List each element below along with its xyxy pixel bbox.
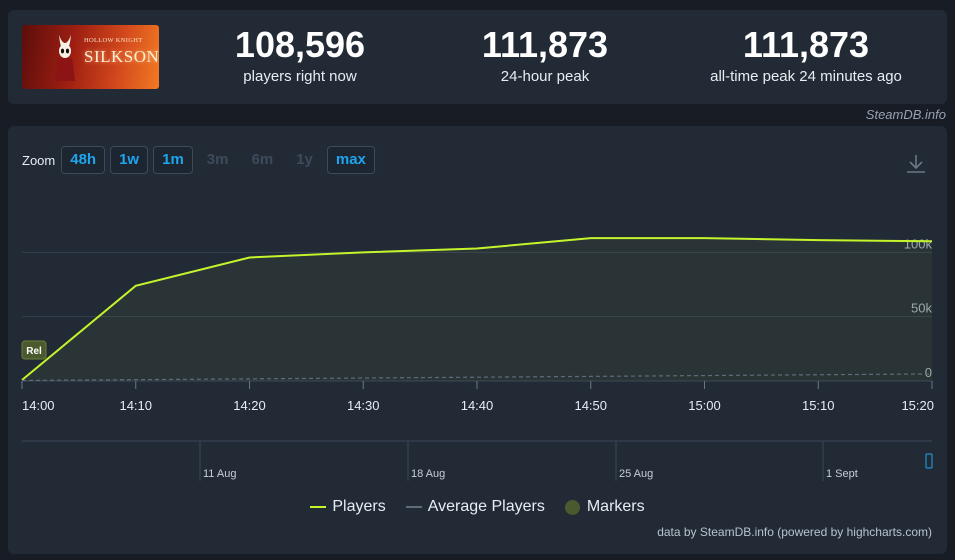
stat-all-time-peak: 111,873 all-time peak 24 minutes ago [686, 24, 926, 86]
chart-panel: 0 50k 100k 14:00 14:10 14:20 14:30 14:40 14:50 15… [8, 126, 947, 554]
stat-24h-peak: 111,873 24-hour peak [435, 24, 655, 86]
x-tick-label: 14:00 [22, 398, 55, 413]
markers-dot-swatch [564, 499, 580, 515]
x-tick-label: 14:40 [461, 398, 494, 413]
stat-current-players: 108,596 players right now [190, 24, 410, 86]
stat-label: 24-hour peak [500, 68, 590, 85]
stat-value: 108,596 [234, 24, 366, 65]
legend-players[interactable]: Players [310, 498, 386, 516]
average-line-swatch [405, 506, 422, 508]
x-tick-label: 15:10 [802, 398, 835, 413]
game-logo[interactable]: HOLLOW KNIGHT SILKSONG [22, 25, 159, 89]
y-tick-label: 50k [911, 301, 932, 316]
zoom-max-button[interactable]: max [326, 146, 375, 174]
zoom-3m-button: 3m [206, 151, 229, 168]
zoom-1y-button: 1y [296, 151, 313, 168]
x-tick-label: 14:20 [233, 398, 266, 413]
navigator-handle[interactable] [925, 453, 933, 469]
zoom-label: Zoom [22, 152, 56, 168]
legend-label: Markers [586, 498, 645, 515]
navigator-date-label: 18 Aug [411, 468, 445, 480]
zoom-6m-button: 6m [251, 151, 274, 168]
zoom-1w-button[interactable]: 1w [110, 146, 149, 174]
navigator-date-label: 25 Aug [619, 468, 653, 480]
legend-label: Players [332, 498, 386, 515]
y-tick-label: 0 [925, 365, 932, 380]
logo-title: SILKSONG [84, 47, 159, 66]
release-marker [21, 340, 47, 360]
download-icon[interactable] [904, 152, 928, 176]
x-tick-label: 14:30 [347, 398, 380, 413]
release-marker-label: Rel [26, 346, 42, 357]
zoom-48h-button[interactable]: 48h [61, 146, 106, 174]
legend-label: Average Players [427, 498, 545, 515]
legend-markers[interactable]: Markers [564, 498, 645, 516]
average-series-line [21, 373, 933, 382]
x-tick-label: 14:10 [119, 398, 152, 413]
legend-average-players[interactable]: Average Players [405, 498, 545, 516]
x-tick-label: 15:00 [688, 398, 721, 413]
hornet-figure-icon [55, 35, 75, 81]
stats-bar: HOLLOW KNIGHT SILKSONG 108,596 players r… [8, 10, 947, 104]
highcharts-credit-link[interactable]: data by SteamDB.info (powered by highcha… [657, 525, 932, 539]
zoom-controls: Zoom 48h 1w 1m 3m 6m 1y max [22, 146, 380, 174]
stat-label: players right now [243, 68, 357, 85]
x-tick-label: 15:20 [901, 398, 934, 413]
zoom-1m-button[interactable]: 1m [153, 146, 193, 174]
navigator-date-label: 11 Aug [203, 468, 236, 480]
players-line-swatch [310, 506, 327, 508]
steamdb-credit-link[interactable]: SteamDB.info [865, 107, 946, 122]
chart-legend: Players Average Players Markers [8, 498, 947, 516]
stat-value: 111,873 [742, 24, 870, 65]
x-tick-label: 14:50 [574, 398, 607, 413]
stat-value: 111,873 [481, 24, 609, 65]
logo-subtitle: HOLLOW KNIGHT [84, 37, 143, 44]
stat-label: all-time peak 24 minutes ago [710, 68, 902, 85]
players-area [22, 238, 932, 381]
navigator-date-label: 1 Sept [826, 468, 858, 480]
